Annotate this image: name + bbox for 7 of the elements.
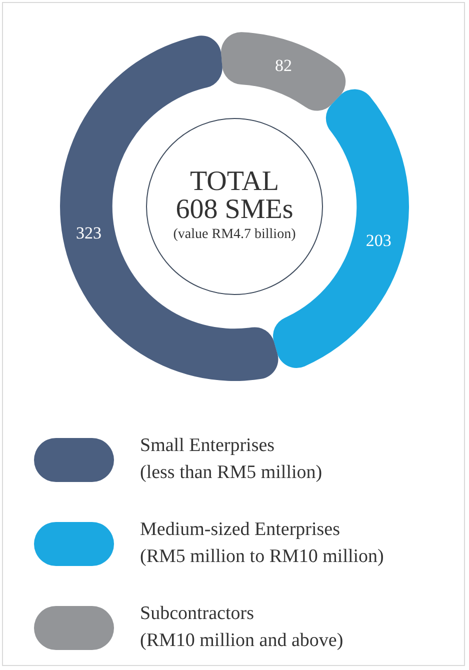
legend-label: Small Enterprises (less than RM5 million)	[140, 434, 322, 485]
legend-label: Medium-sized Enterprises (RM5 million to RM10 million)	[140, 518, 384, 569]
text: (value RM4.7 billion)	[173, 227, 296, 242]
data-label: 203	[366, 230, 392, 250]
legend-label: Subcontractors (RM10 million and above)	[140, 602, 344, 653]
data-label: 323	[76, 223, 102, 242]
data-label: 82	[274, 56, 292, 75]
